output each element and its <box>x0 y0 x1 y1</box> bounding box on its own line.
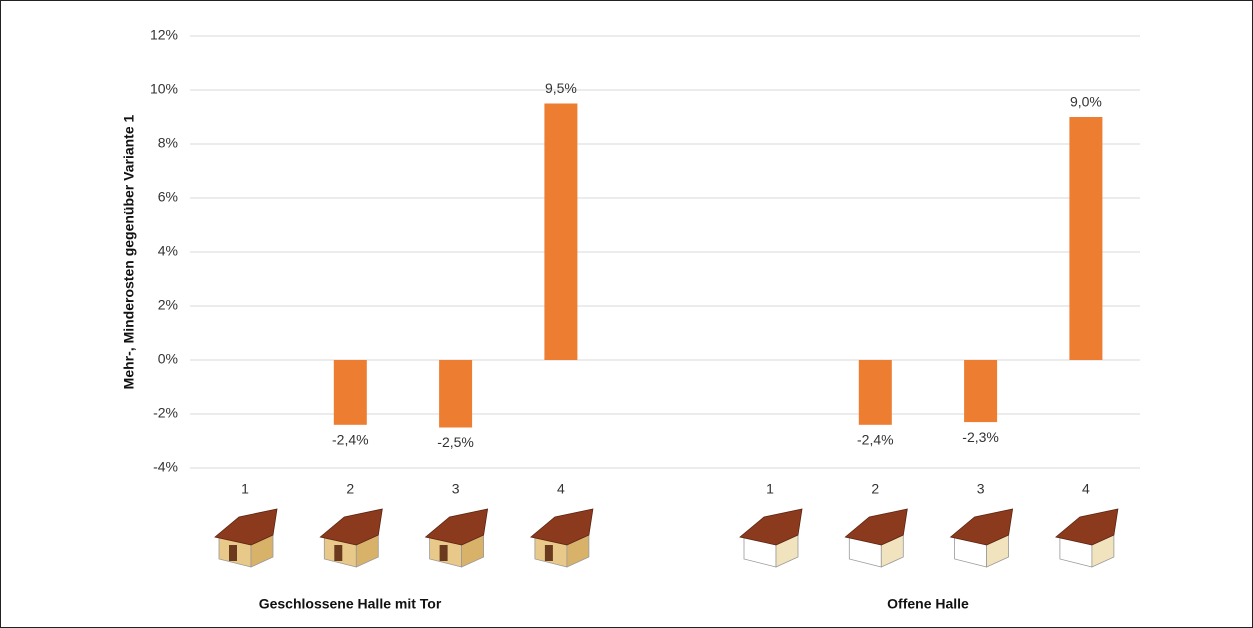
house-door <box>544 545 553 561</box>
value-label: -2,3% <box>962 429 999 445</box>
bar <box>544 103 578 360</box>
house-door <box>229 545 237 561</box>
x-tick-label: 3 <box>977 481 985 497</box>
bar <box>858 360 892 425</box>
x-tick-label: 2 <box>346 481 354 497</box>
house-door <box>439 545 448 561</box>
house-icon <box>530 508 594 568</box>
value-label: 9,0% <box>1070 94 1102 110</box>
y-tick-label: -2% <box>153 405 178 421</box>
house-roof <box>319 508 383 546</box>
y-tick-label: 12% <box>150 27 178 43</box>
y-tick-label: 10% <box>150 81 178 97</box>
house-door <box>334 545 343 561</box>
value-label: -2,4% <box>857 432 894 448</box>
value-label: 9,5% <box>545 80 577 96</box>
group-label: Offene Halle <box>887 596 969 612</box>
y-axis-title: Mehr-, Minderosten gegenüber Variante 1 <box>121 114 137 389</box>
house-roof <box>1055 508 1119 546</box>
y-tick-label: 2% <box>158 297 178 313</box>
bar <box>439 360 473 428</box>
house-icon <box>844 508 908 568</box>
house-icon <box>1055 508 1119 568</box>
y-tick-label: 8% <box>158 135 178 151</box>
value-label: -2,4% <box>332 432 369 448</box>
house-roof <box>739 508 803 546</box>
bar <box>1069 117 1103 360</box>
y-tick-label: -4% <box>153 459 178 475</box>
house-icon <box>214 508 278 568</box>
x-tick-label: 3 <box>452 481 460 497</box>
group-label: Geschlossene Halle mit Tor <box>259 596 442 612</box>
house-icon <box>949 508 1014 568</box>
house-roof <box>844 508 908 546</box>
y-tick-label: 0% <box>158 351 178 367</box>
house-icon <box>424 508 489 568</box>
house-roof <box>214 508 278 546</box>
y-tick-label: 6% <box>158 189 178 205</box>
bar <box>964 360 998 423</box>
x-tick-label: 2 <box>871 481 879 497</box>
x-tick-label: 4 <box>1082 481 1090 497</box>
x-tick-label: 1 <box>766 481 774 497</box>
house-roof <box>949 508 1014 546</box>
x-tick-label: 4 <box>557 481 565 497</box>
y-tick-label: 4% <box>158 243 178 259</box>
house-roof <box>530 508 594 546</box>
x-tick-label: 1 <box>241 481 249 497</box>
bar <box>333 360 367 425</box>
house-icon <box>319 508 383 568</box>
value-label: -2,5% <box>437 434 474 450</box>
house-icon <box>739 508 803 568</box>
house-roof <box>424 508 489 546</box>
